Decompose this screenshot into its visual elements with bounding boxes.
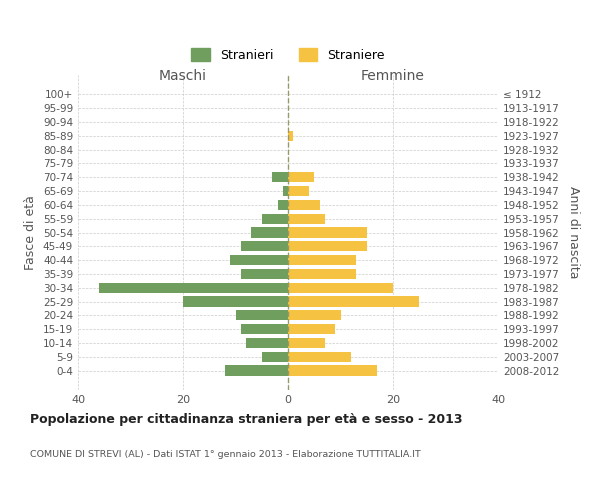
Bar — [288, 338, 325, 348]
Bar — [230, 255, 288, 266]
Bar — [288, 228, 367, 237]
Y-axis label: Anni di nascita: Anni di nascita — [566, 186, 580, 279]
Bar — [262, 352, 288, 362]
Legend: Stranieri, Straniere: Stranieri, Straniere — [186, 44, 390, 67]
Bar — [288, 366, 377, 376]
Y-axis label: Fasce di età: Fasce di età — [25, 195, 37, 270]
Bar — [272, 172, 288, 182]
Bar — [277, 200, 288, 210]
Bar — [288, 130, 293, 141]
Bar — [246, 338, 288, 348]
Bar — [235, 310, 288, 320]
Bar — [225, 366, 288, 376]
Bar — [288, 186, 309, 196]
Bar — [288, 200, 320, 210]
Text: Popolazione per cittadinanza straniera per età e sesso - 2013: Popolazione per cittadinanza straniera p… — [30, 412, 463, 426]
Bar — [288, 268, 356, 279]
Text: Femmine: Femmine — [361, 70, 425, 84]
Text: COMUNE DI STREVI (AL) - Dati ISTAT 1° gennaio 2013 - Elaborazione TUTTITALIA.IT: COMUNE DI STREVI (AL) - Dati ISTAT 1° ge… — [30, 450, 421, 459]
Bar — [262, 214, 288, 224]
Bar — [288, 172, 314, 182]
Bar — [288, 255, 356, 266]
Bar — [288, 282, 393, 293]
Bar — [251, 228, 288, 237]
Bar — [283, 186, 288, 196]
Bar — [288, 296, 419, 306]
Bar — [288, 352, 351, 362]
Bar — [99, 282, 288, 293]
Bar — [241, 268, 288, 279]
Bar — [288, 310, 341, 320]
Bar — [183, 296, 288, 306]
Text: Maschi: Maschi — [159, 70, 207, 84]
Bar — [288, 214, 325, 224]
Bar — [241, 324, 288, 334]
Bar — [288, 241, 367, 252]
Bar — [288, 324, 335, 334]
Bar — [241, 241, 288, 252]
